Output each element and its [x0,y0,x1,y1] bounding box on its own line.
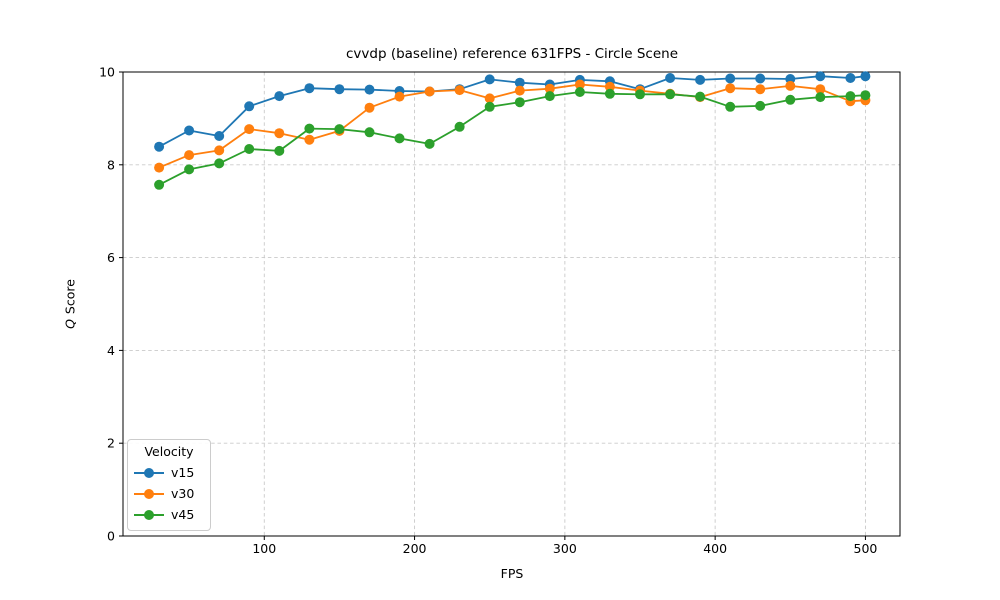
legend-label: v30 [171,486,195,501]
data-point-v30 [755,84,766,95]
data-point-v15 [755,73,766,84]
data-point-v30 [785,80,796,91]
data-point-v45 [484,101,495,112]
series-v30 [154,79,871,173]
data-point-v30 [154,162,165,173]
data-point-v30 [274,128,285,139]
series-v15 [154,71,871,152]
x-axis-label: FPS [500,566,524,581]
data-point-v45 [364,127,375,138]
data-point-v30 [424,86,435,97]
x-tick-label: 200 [403,541,427,556]
data-point-v30 [604,81,615,92]
data-point-v30 [394,91,405,102]
data-point-v15 [815,71,826,82]
legend-line-marker-icon [134,509,164,520]
data-point-v15 [364,84,375,95]
data-point-v30 [514,85,525,96]
data-point-v30 [544,83,555,94]
x-tick-label: 100 [252,541,276,556]
data-point-v15 [244,101,255,112]
data-point-v45 [860,90,871,101]
grid-lines [123,71,900,537]
data-point-v15 [304,83,315,94]
y-axis-label: Q Score [63,279,78,329]
data-point-v15 [334,84,345,95]
data-point-v45 [394,133,405,144]
data-point-v15 [184,125,195,136]
data-point-v30 [454,85,465,96]
y-tick-label: 8 [107,157,115,172]
data-point-v45 [454,121,465,132]
data-point-v45 [274,145,285,156]
data-point-v15 [214,131,225,141]
data-point-v45 [785,94,796,105]
tick-marks [119,71,866,540]
data-point-v15 [860,71,871,82]
data-point-v30 [815,84,826,95]
data-point-v45 [214,158,225,169]
data-point-v15 [665,73,676,83]
data-point-v45 [755,100,766,111]
data-point-v15 [484,74,495,85]
legend-line-marker-icon [134,467,164,478]
data-point-v15 [274,91,285,102]
data-point-v30 [364,102,375,113]
data-point-v45 [424,138,435,149]
legend-entry-v30: v30 [134,483,204,504]
data-point-v30 [244,124,255,135]
legend-title: Velocity [144,444,194,459]
data-point-v15 [845,73,856,83]
data-point-v45 [574,87,585,97]
axes-spines [122,71,901,537]
x-tick-label: 500 [854,541,878,556]
data-point-v45 [514,97,525,108]
data-point-v30 [214,145,225,156]
data-point-v45 [304,123,315,134]
data-point-v15 [785,74,796,84]
data-point-v45 [725,101,736,112]
data-point-v45 [184,164,195,175]
data-point-v15 [725,73,736,84]
x-tick-label: 300 [553,541,577,556]
y-axis-label-rest: Score [62,279,78,315]
x-tick-label: 400 [703,541,727,556]
data-point-v15 [514,77,525,88]
y-tick-label: 0 [107,529,115,544]
legend-line-marker-icon [134,488,164,499]
data-point-v45 [635,89,645,100]
series-v45 [154,87,871,190]
data-point-v30 [484,93,495,104]
y-tick-label: 10 [99,65,115,80]
y-axis-label-q: Q [62,319,78,329]
data-point-v30 [574,79,585,90]
data-point-v45 [244,144,255,154]
legend-label: v45 [171,507,195,522]
series-line-v30 [158,83,866,169]
data-point-v15 [154,141,165,152]
data-point-v45 [845,91,856,102]
data-point-v15 [695,74,706,85]
data-point-v45 [544,91,555,102]
data-point-v30 [184,150,195,161]
legend-entry-v15: v15 [134,462,204,483]
y-tick-label: 4 [107,343,115,358]
y-tick-label: 2 [107,436,115,451]
chart-title: cvvdp (baseline) reference 631FPS - Circ… [345,46,678,62]
data-point-v45 [604,88,615,99]
legend: Velocity v15 v30 v45 [127,439,211,531]
data-point-v45 [695,91,706,102]
tick-labels: 100 200 300 400 500 0 2 4 6 8 10 [99,65,877,557]
data-point-v30 [725,83,736,94]
y-tick-label: 6 [107,250,115,265]
legend-label: v15 [171,465,195,480]
data-point-v45 [334,124,345,135]
data-point-v45 [154,179,165,190]
data-point-v45 [815,92,826,103]
legend-entry-v45: v45 [134,504,204,525]
data-point-v30 [304,134,315,145]
data-point-v45 [665,89,676,100]
